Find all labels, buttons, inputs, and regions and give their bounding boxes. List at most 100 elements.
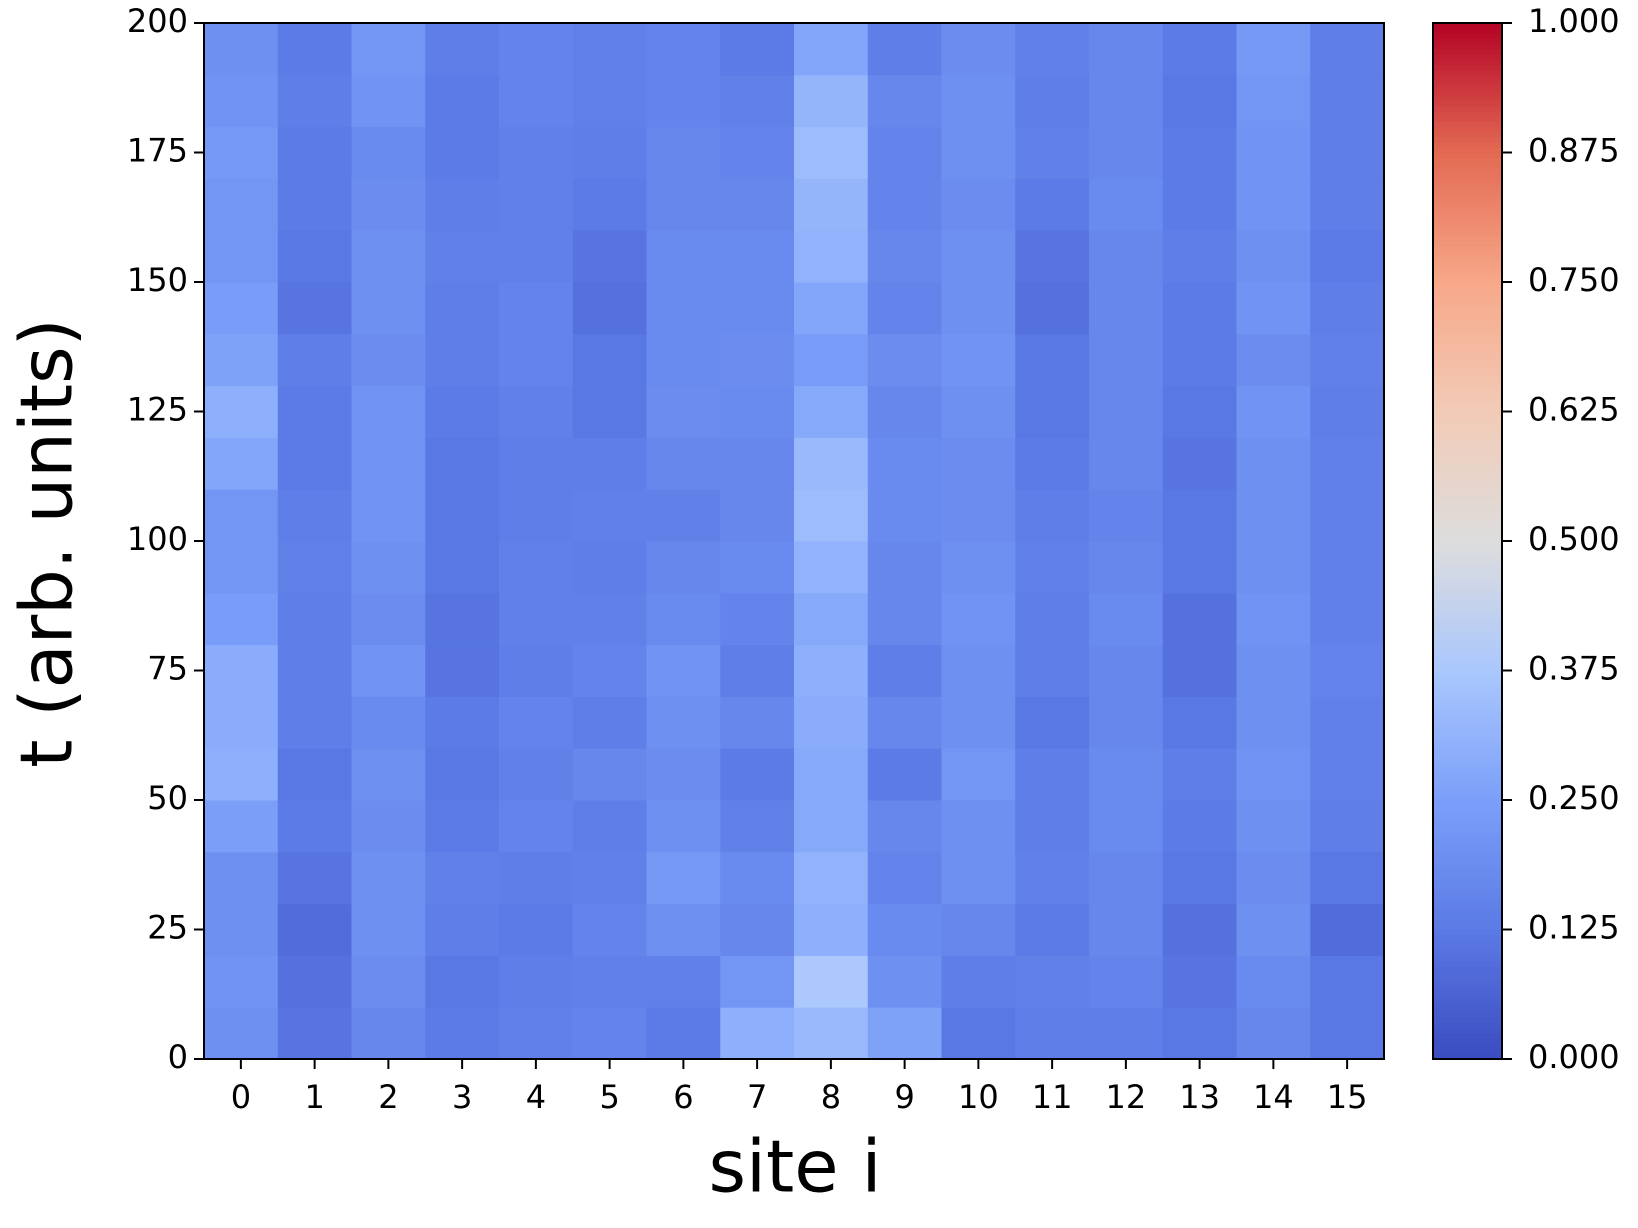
x-tick-label: 2	[378, 1078, 398, 1116]
heatmap-cell	[351, 489, 426, 542]
heatmap-cell	[1236, 385, 1311, 438]
colorbar-tick-label: 0.625	[1528, 391, 1620, 429]
heatmap-cell	[1162, 851, 1237, 905]
colorbar-band	[1433, 266, 1502, 273]
heatmap-cell	[1236, 903, 1311, 956]
heatmap-cell	[277, 541, 352, 594]
heatmap-cell	[425, 903, 500, 956]
heatmap-cell	[204, 178, 279, 231]
colorbar-tick-label: 1.000	[1528, 2, 1620, 40]
heatmap-cell	[425, 385, 500, 438]
colorbar-band	[1433, 686, 1502, 692]
colorbar-band	[1433, 929, 1502, 936]
colorbar-band	[1433, 893, 1502, 900]
heatmap-cell	[720, 437, 795, 490]
heatmap-cell	[941, 385, 1016, 438]
heatmap-cell	[1310, 592, 1385, 646]
colorbar-band	[1433, 551, 1502, 558]
heatmap-cell	[941, 74, 1016, 128]
heatmap-cell	[351, 592, 426, 646]
heatmap-cell	[867, 644, 942, 697]
x-tick-label: 4	[526, 1078, 546, 1116]
heatmap-cell	[572, 592, 647, 646]
colorbar-band	[1433, 1048, 1502, 1055]
colorbar-band	[1433, 478, 1502, 485]
heatmap-cell	[1015, 74, 1090, 128]
heatmap-cell	[1236, 592, 1311, 646]
colorbar-band	[1433, 219, 1502, 226]
colorbar-band	[1433, 344, 1502, 350]
heatmap-cell	[720, 230, 795, 283]
colorbar-band	[1433, 359, 1502, 366]
heatmap-cell	[867, 851, 942, 905]
heatmap-cell	[572, 851, 647, 905]
heatmap-cell	[277, 800, 352, 853]
heatmap-cell	[351, 955, 426, 1008]
heatmap-cell	[720, 282, 795, 335]
heatmap-cell	[425, 800, 500, 853]
colorbar-band	[1433, 142, 1502, 148]
heatmap-cell	[1162, 1007, 1237, 1060]
colorbar-band	[1433, 597, 1502, 604]
heatmap-cell	[572, 333, 647, 387]
heatmap-cell	[720, 748, 795, 801]
heatmap-cell	[499, 74, 574, 128]
colorbar-band	[1433, 458, 1502, 464]
colorbar-band	[1433, 587, 1502, 594]
heatmap-cell	[1162, 230, 1237, 283]
heatmap-cell	[867, 800, 942, 853]
colorbar-band	[1433, 188, 1502, 195]
heatmap-cell	[1089, 178, 1164, 231]
heatmap-cell	[351, 541, 426, 594]
heatmap-cell	[204, 437, 279, 490]
colorbar-band	[1433, 380, 1502, 387]
heatmap-cell	[720, 696, 795, 749]
colorbar-band	[1433, 261, 1502, 268]
colorbar-band	[1433, 23, 1502, 29]
heatmap-cell	[646, 800, 721, 853]
heatmap-cell	[204, 748, 279, 801]
colorbar-band	[1433, 43, 1502, 50]
colorbar-band	[1433, 338, 1502, 345]
heatmap-cell	[425, 437, 500, 490]
heatmap-cell	[1089, 644, 1164, 697]
colorbar-band	[1433, 825, 1502, 832]
heatmap-cell	[1089, 592, 1164, 646]
colorbar-tick-label: 0.500	[1528, 520, 1620, 558]
heatmap-cell	[1310, 282, 1385, 335]
colorbar-band	[1433, 955, 1502, 962]
heatmap-cell	[941, 800, 1016, 853]
heatmap-cell	[204, 333, 279, 387]
heatmap-cell	[1089, 282, 1164, 335]
colorbar-band	[1433, 473, 1502, 480]
colorbar-band	[1433, 572, 1502, 578]
x-tick-label: 12	[1106, 1078, 1147, 1116]
colorbar-band	[1433, 95, 1502, 102]
heatmap-cell	[867, 282, 942, 335]
colorbar-band	[1433, 395, 1502, 402]
colorbar-band	[1433, 307, 1502, 314]
heatmap-cell	[204, 282, 279, 335]
colorbar-band	[1433, 256, 1502, 262]
heatmap-cell	[941, 23, 1016, 76]
heatmap-cell	[204, 541, 279, 594]
colorbar-band	[1433, 1017, 1502, 1024]
heatmap-cell	[794, 126, 869, 179]
colorbar-band	[1433, 318, 1502, 325]
colorbar-band	[1433, 546, 1502, 552]
heatmap-cell	[720, 23, 795, 76]
colorbar-band	[1433, 654, 1502, 661]
heatmap-cell	[1236, 333, 1311, 387]
colorbar-band	[1433, 623, 1502, 630]
heatmap-cell	[425, 23, 500, 76]
heatmap-cell	[1015, 333, 1090, 387]
colorbar-band	[1433, 541, 1502, 547]
colorbar-band	[1433, 758, 1502, 765]
colorbar-band	[1433, 349, 1502, 356]
heatmap-cell	[1236, 748, 1311, 801]
heatmap-cell	[425, 644, 500, 697]
heatmap-cell	[646, 851, 721, 905]
heatmap-cell	[572, 23, 647, 76]
colorbar-band	[1433, 437, 1502, 444]
colorbar-band	[1433, 370, 1502, 376]
